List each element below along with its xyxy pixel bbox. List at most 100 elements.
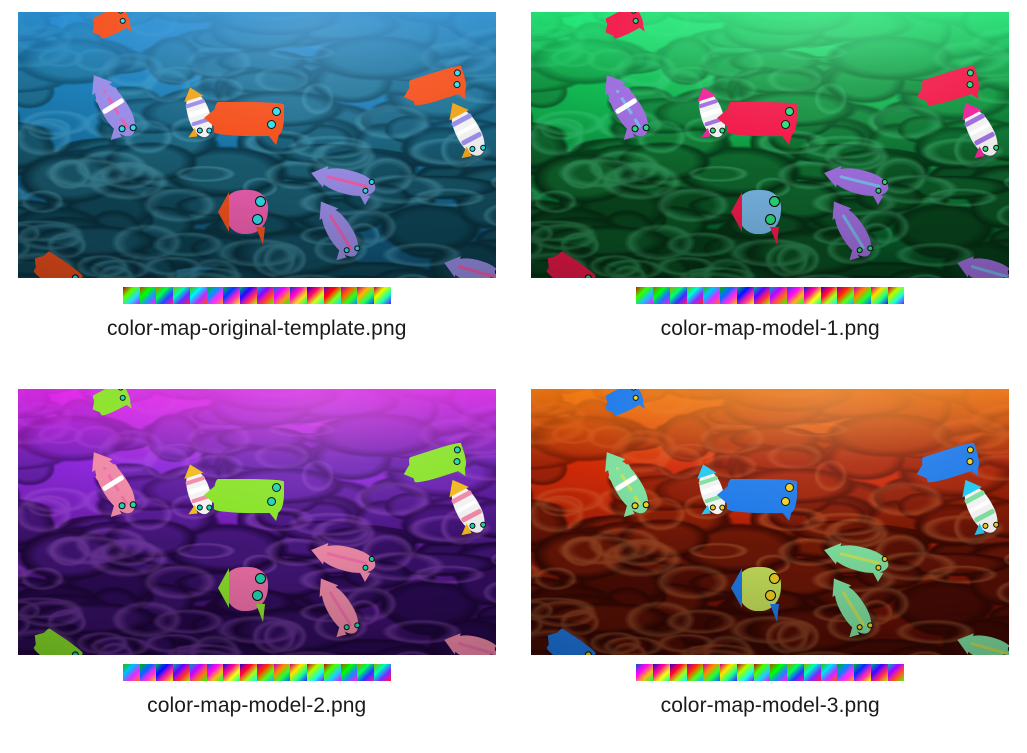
fish-eye [765, 213, 777, 225]
fish-sprite-3 [717, 478, 798, 522]
scene-vignette [17, 12, 496, 278]
colorbar-swatch-gradient [189, 287, 207, 304]
colorbar-swatch-gradient [653, 287, 670, 304]
colorbar-swatch [787, 287, 804, 304]
scene-vignette [17, 388, 496, 655]
fish-pectoral-fin [264, 507, 280, 522]
fish-tail-fin [217, 191, 229, 232]
colorbar-swatch-gradient [669, 287, 687, 304]
colorbar-swatch [703, 663, 720, 681]
colorbar-swatch [803, 663, 821, 681]
scene-model-1 [531, 12, 1010, 278]
colorbar-swatch-gradient [290, 287, 307, 304]
colorbar-swatch [870, 663, 888, 681]
colorbar-swatch-gradient [122, 287, 140, 304]
fish-eye [768, 196, 780, 208]
colorbar-swatch-gradient [173, 663, 190, 681]
colorbar-swatch-gradient [374, 663, 391, 681]
colorbar-swatch-gradient [887, 287, 905, 304]
fish-eye [785, 483, 795, 493]
fish-tail-fin [717, 103, 736, 134]
colorbar-swatch-gradient [307, 663, 324, 681]
scene-model-2 [17, 388, 496, 655]
panel-caption-model-1: color-map-model-1.png [660, 317, 880, 340]
colorbar-swatch [256, 663, 274, 681]
colorbar-swatch [357, 287, 374, 304]
colorbar-swatch-gradient [703, 663, 720, 681]
scene-original-template [17, 12, 496, 278]
colorbar-swatch-gradient [290, 663, 307, 681]
colorbar-swatch-gradient [636, 287, 653, 304]
fish-pectoral-fin [778, 130, 794, 145]
colorbar-swatch [720, 663, 737, 681]
fish-tail-fin [203, 479, 222, 510]
fish-sprite-3 [717, 102, 798, 145]
fish-sprite-4 [217, 190, 268, 246]
colorbar-swatch [770, 287, 787, 304]
colorbar-model-1 [636, 287, 905, 304]
colorbar-swatch-gradient [307, 287, 324, 304]
colorbar-swatch [837, 287, 854, 304]
colorbar-swatch-gradient [139, 663, 157, 681]
colorbar-swatch [122, 287, 140, 304]
colorbar-swatch [290, 287, 307, 304]
scene-image-model-2 [17, 388, 496, 655]
colorbar-swatch [720, 287, 737, 304]
fish-sprite-3 [203, 478, 284, 522]
colorbar-swatch-gradient [256, 287, 274, 304]
colorbar-swatch [357, 663, 374, 681]
colorbar-swatch [870, 287, 888, 304]
colorbar-swatch [273, 663, 291, 681]
colorbar-model-3 [636, 663, 905, 681]
colorbar-swatch [653, 663, 670, 681]
colorbar-swatch-gradient [240, 663, 257, 681]
scene-image-model-1 [531, 12, 1010, 278]
fish-eye [780, 496, 790, 506]
colorbar-swatch [273, 287, 291, 304]
colorbar-swatch [139, 287, 157, 304]
colorbar-swatch-gradient [803, 663, 821, 681]
colorbar-swatch-gradient [870, 663, 888, 681]
panel-model-1: color-map-model-1.png [514, 0, 1027, 377]
panel-caption-original-template: color-map-original-template.png [106, 317, 407, 340]
colorbar-swatch-gradient [374, 287, 391, 304]
colorbar-swatch-gradient [703, 287, 720, 304]
colorbar-swatch-gradient [887, 663, 905, 681]
colorbar-swatch-gradient [357, 663, 374, 681]
colorbar-swatch [803, 287, 821, 304]
colorbar-swatch-gradient [273, 287, 291, 304]
colorbar-swatch [189, 663, 207, 681]
colorbar-swatch-gradient [770, 287, 787, 304]
fish-eye [768, 572, 780, 584]
colorbar-swatch-gradient [837, 663, 854, 681]
panel-caption-model-2: color-map-model-2.png [147, 693, 367, 717]
fish-sprite-4 [217, 566, 268, 622]
colorbar-swatch [223, 287, 240, 304]
colorbar-swatch [189, 287, 207, 304]
colorbar-swatch-gradient [803, 287, 821, 304]
fish-eye [271, 483, 281, 493]
fish-sprite-3 [203, 102, 284, 145]
colorbar-swatch-gradient [854, 663, 871, 681]
colorbar-swatch-gradient [669, 663, 687, 681]
colorbar-swatch-gradient [736, 663, 754, 681]
colorbar-swatch [653, 287, 670, 304]
colorbar-swatch [173, 663, 190, 681]
fish-eye [765, 590, 777, 602]
fish-eye [780, 120, 790, 130]
fish-pectoral-fin [769, 603, 779, 622]
colorbar-swatch-gradient [323, 287, 341, 304]
colorbar-swatch-gradient [173, 287, 190, 304]
colorbar-swatch-gradient [206, 663, 224, 681]
colorbar-swatch-gradient [854, 287, 871, 304]
colorbar-swatch-gradient [256, 663, 274, 681]
colorbar-model-2 [122, 663, 391, 681]
fish-sprite-4 [731, 190, 782, 246]
panel-caption-model-3: color-map-model-3.png [660, 693, 880, 717]
colorbar-swatch-gradient [653, 663, 670, 681]
colorbar-swatch [323, 663, 341, 681]
colorbar-swatch [256, 287, 274, 304]
colorbar-swatch [122, 663, 140, 681]
colorbar-swatch [374, 663, 391, 681]
